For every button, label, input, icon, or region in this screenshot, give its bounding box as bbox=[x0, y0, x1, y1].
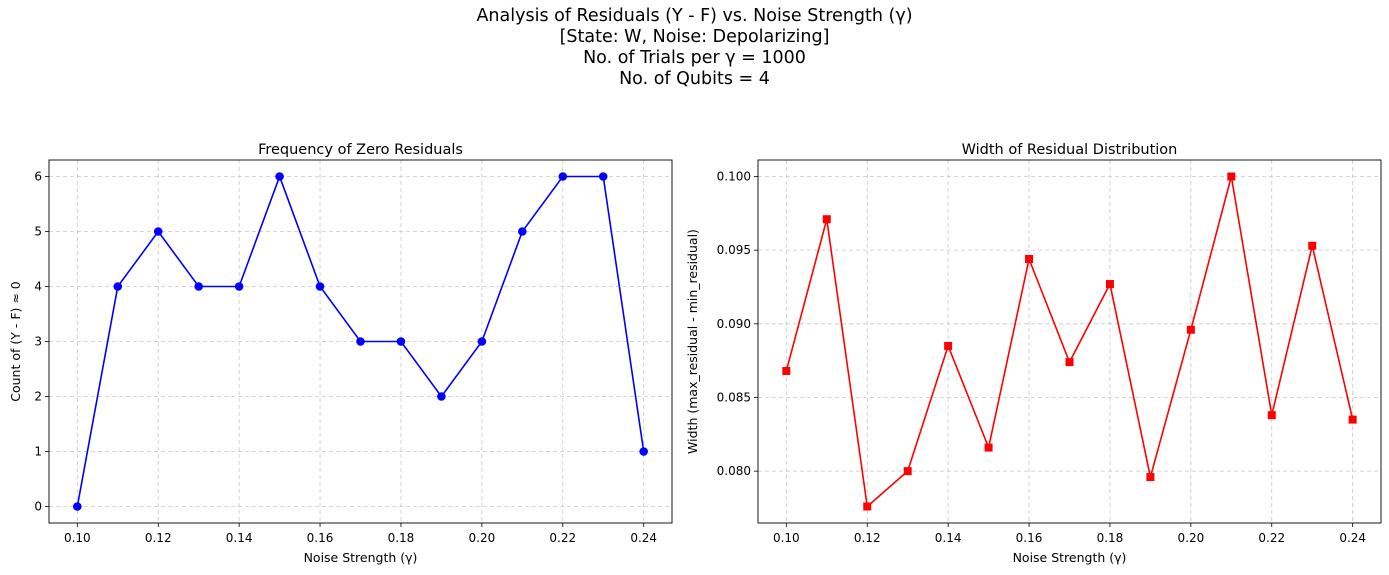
x-tick-label: 0.16 bbox=[307, 531, 334, 545]
data-point bbox=[1025, 255, 1034, 263]
x-tick-label: 0.12 bbox=[145, 531, 172, 545]
data-point bbox=[153, 227, 163, 236]
data-point bbox=[782, 366, 791, 375]
axes-frame bbox=[757, 159, 1382, 524]
x-tick-label: 0.14 bbox=[935, 531, 962, 545]
panel-title: Frequency of Zero Residuals bbox=[258, 142, 463, 158]
y-tick-label: 5 bbox=[34, 225, 42, 239]
y-tick-label: 4 bbox=[34, 280, 42, 294]
x-tick-label: 0.14 bbox=[226, 531, 253, 545]
y-tick-label: 3 bbox=[34, 335, 42, 349]
y-tick-label: 0.090 bbox=[717, 317, 751, 331]
data-point bbox=[984, 443, 993, 452]
data-point bbox=[315, 282, 325, 291]
data-point bbox=[477, 337, 487, 346]
x-tick-label: 0.10 bbox=[773, 531, 800, 545]
y-tick-label: 0 bbox=[34, 500, 42, 514]
data-point bbox=[944, 341, 953, 350]
x-tick-label: 0.18 bbox=[388, 531, 415, 545]
data-point bbox=[1065, 358, 1074, 367]
data-point bbox=[1105, 280, 1114, 289]
figure-title-line-2: [State: W, Noise: Depolarizing] bbox=[559, 27, 830, 47]
data-point bbox=[1267, 411, 1276, 420]
data-point bbox=[234, 282, 244, 291]
x-tick-label: 0.18 bbox=[1097, 531, 1124, 545]
figure-title-line-3: No. of Trials per γ = 1000 bbox=[583, 48, 806, 68]
series-line bbox=[785, 176, 1354, 509]
data-point bbox=[598, 172, 608, 181]
axes-frame bbox=[48, 159, 673, 524]
y-tick-label: 0.080 bbox=[717, 464, 751, 478]
x-tick-label: 0.20 bbox=[1178, 531, 1205, 545]
y-tick-label: 0.085 bbox=[717, 390, 751, 404]
y-tick-label: 2 bbox=[34, 390, 42, 404]
panel-title: Width of Residual Distribution bbox=[962, 142, 1178, 158]
x-axis-label: Noise Strength (γ) bbox=[304, 550, 418, 565]
x-tick-label: 0.22 bbox=[1258, 531, 1285, 545]
data-point bbox=[639, 447, 648, 456]
x-tick-label: 0.10 bbox=[64, 531, 91, 545]
data-point bbox=[1308, 241, 1317, 250]
x-tick-label: 0.16 bbox=[1016, 531, 1043, 545]
y-axis-label: Width (max_residual - min_residual) bbox=[685, 229, 700, 454]
data-point bbox=[356, 337, 365, 346]
y-axis-label: Count of (Y - F) ≈ 0 bbox=[8, 281, 23, 402]
data-point bbox=[558, 172, 568, 181]
data-point bbox=[903, 467, 912, 476]
y-tick-label: 6 bbox=[34, 170, 42, 184]
data-point bbox=[822, 215, 831, 224]
figure-title: Analysis of Residuals (Y - F) vs. Noise … bbox=[0, 6, 1389, 90]
panel-2: 0.10 0.12 0.14 0.16 0.18 0.20 0.22 0.24 0.080 0.0… bbox=[685, 142, 1382, 565]
data-point bbox=[73, 502, 82, 511]
data-point bbox=[437, 392, 446, 401]
x-tick-label: 0.20 bbox=[469, 531, 496, 545]
data-point bbox=[1146, 473, 1155, 482]
data-point bbox=[1227, 172, 1236, 181]
x-tick-label: 0.22 bbox=[549, 531, 576, 545]
data-point bbox=[1186, 325, 1195, 334]
y-tick-label: 1 bbox=[34, 445, 42, 459]
y-tick-label: 0.100 bbox=[717, 170, 751, 184]
panel-1: 0.10 0.12 0.14 0.16 0.18 0.20 0.22 0.24 0 1 2 3 4 5 6 F… bbox=[8, 142, 673, 565]
y-tick-label: 0.095 bbox=[717, 243, 751, 257]
x-tick-label: 0.12 bbox=[854, 531, 881, 545]
figure-title-line-4: No. of Qubits = 4 bbox=[619, 69, 770, 89]
data-point bbox=[396, 337, 406, 346]
x-tick-label: 0.24 bbox=[1339, 531, 1366, 545]
data-point bbox=[275, 172, 284, 181]
data-point bbox=[1348, 415, 1357, 424]
data-point bbox=[518, 227, 527, 236]
data-point bbox=[194, 282, 203, 291]
data-point bbox=[863, 502, 872, 511]
x-tick-label: 0.24 bbox=[630, 531, 657, 545]
x-axis-label: Noise Strength (γ) bbox=[1013, 550, 1127, 565]
data-point bbox=[113, 282, 123, 291]
figure-title-line-1: Analysis of Residuals (Y - F) vs. Noise … bbox=[476, 6, 913, 26]
